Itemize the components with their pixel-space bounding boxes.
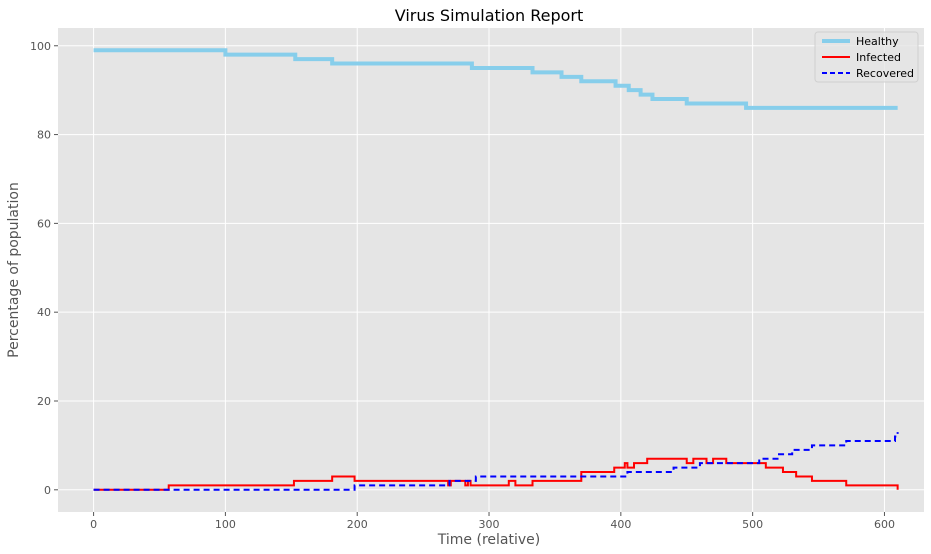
tick-labels: 0 100 200 300 400 500 600 0 20 40 60 80 100: [30, 40, 895, 531]
x-axis-title: Time (relative): [437, 532, 540, 548]
x-tick-label: 500: [742, 518, 763, 531]
legend: Healthy Infected Recovered: [814, 31, 919, 83]
x-tick-label: 200: [347, 518, 368, 531]
y-tick-label: 100: [30, 40, 51, 53]
x-tick-label: 100: [215, 518, 236, 531]
chart-title: Virus Simulation Report: [395, 6, 584, 25]
series-lines: [93, 48, 899, 491]
series-line-healthy: [93, 48, 898, 110]
legend-label-recovered: Recovered: [856, 67, 914, 80]
plot-background: [58, 28, 924, 512]
legend-box: [814, 31, 919, 83]
series-line-infected: [93, 457, 899, 491]
series-line-recovered: [93, 432, 899, 491]
legend-label-infected: Infected: [856, 51, 901, 64]
y-tick-label: 0: [44, 484, 51, 497]
y-tick-label: 20: [37, 395, 51, 408]
legend-label-healthy: Healthy: [856, 35, 899, 48]
y-tick-label: 60: [37, 217, 51, 230]
x-tick-label: 400: [610, 518, 631, 531]
x-tick-label: 600: [874, 518, 895, 531]
y-tick-label: 80: [37, 129, 51, 142]
y-tick-label: 40: [37, 306, 51, 319]
x-tick-label: 300: [479, 518, 500, 531]
y-axis-title: Percentage of population: [6, 182, 22, 358]
x-tick-label: 0: [90, 518, 97, 531]
